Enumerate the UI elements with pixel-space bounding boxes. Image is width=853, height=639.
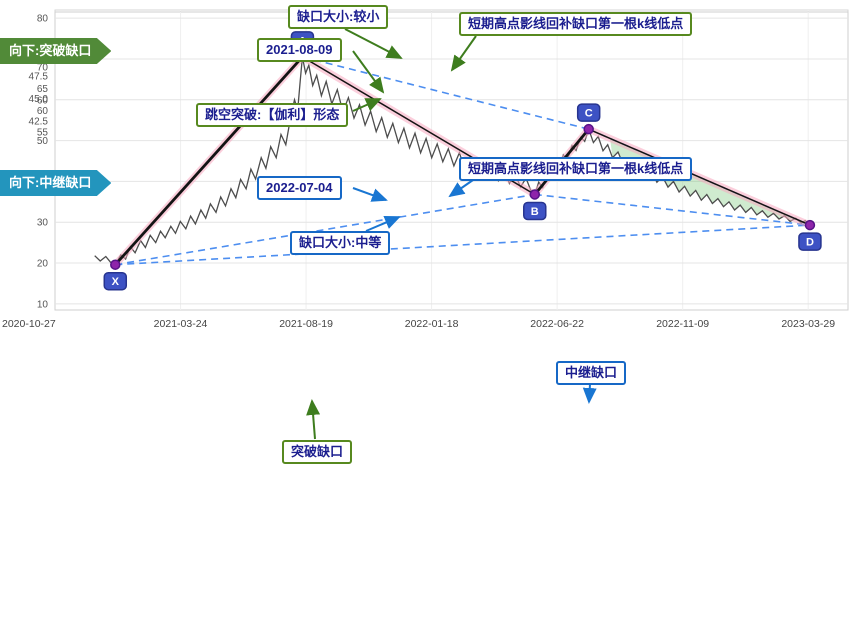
pivot-dot-X (110, 259, 121, 270)
panel1-banner-label: 向下:突破缺口 (9, 43, 92, 58)
plot-area (54, 11, 849, 311)
dashed-line-XD (115, 224, 810, 266)
pivot-letter-X: X (112, 276, 120, 288)
pivot-dot-D (804, 219, 816, 231)
pivot-label-C (576, 103, 601, 122)
y-tick-label: 20 (37, 259, 49, 270)
annotation-breakout-pattern: 跳空突破:【伽利】形态 (196, 103, 349, 127)
x-tick-label: 2023-03-29 (781, 318, 835, 330)
annotation-breakout-gap: 突破缺口 (282, 440, 353, 464)
annotation-refill-note-middle: 短期高点影线回补缺口第一根k线低点 (459, 157, 693, 181)
y-tick-label: 45.0 (29, 94, 49, 105)
x-tick-label: 2022-06-22 (530, 318, 584, 330)
pivot-label-X (103, 271, 128, 291)
y-tick-label: 60 (37, 106, 49, 117)
annotation-arrow (306, 399, 321, 440)
annotation-arrow (582, 383, 597, 404)
x-tick-label: 2020-10-27 (2, 318, 56, 330)
y-tick-label: 47.5 (29, 72, 49, 83)
pivot-label-D (798, 232, 822, 251)
price-line (94, 56, 811, 266)
y-tick-label: 55 (37, 128, 49, 139)
trend-line-CD (588, 128, 811, 226)
x-tick-label: 2021-03-24 (154, 318, 208, 330)
x-tick-label: 2021-08-19 (279, 318, 333, 330)
y-tick-label: 80 (37, 14, 49, 25)
annotation-gap-size-small: 缺口大小:较小 (288, 5, 389, 29)
dashed-line-BD (534, 193, 811, 226)
panel2-banner-label: 向下:中继缺口 (9, 175, 92, 190)
y-tick-label: 10 (37, 299, 49, 310)
panel3-xabcd-line-chart: 80706050403020102020-10-272021-03-242021… (2, 11, 849, 330)
pivot-letter-D: D (806, 237, 814, 249)
y-tick-label: 50 (37, 136, 49, 147)
y-tick-label: 30 (37, 218, 49, 229)
pivot-letter-B: B (531, 206, 539, 218)
panel1-direction-banner: 向下:突破缺口 (0, 38, 112, 64)
pivot-dot-B (529, 189, 541, 200)
y-tick-label: 65 (37, 84, 49, 95)
dashed-line-AC (302, 56, 589, 130)
panel2-direction-banner: 向下:中继缺口 (0, 170, 112, 196)
y-tick-label: 70 (37, 62, 49, 73)
trend-line-XA (114, 55, 304, 266)
annotation-refill-note-top: 短期高点影线回补缺口第一根k线低点 (459, 12, 693, 36)
y-tick-label: 60 (37, 95, 49, 106)
x-tick-label: 2022-11-09 (656, 318, 709, 330)
pivot-dot-C (583, 123, 594, 135)
annotation-gap-date-2021: 2021-08-09 (257, 38, 342, 62)
annotation-gap-date-2022: 2022-07-04 (257, 176, 342, 200)
pivot-letter-C: C (585, 108, 593, 120)
pivot-label-B (523, 201, 547, 221)
annotation-gap-size-medium: 缺口大小:中等 (290, 231, 391, 255)
y-tick-label: 42.5 (29, 117, 49, 128)
annotation-relay-gap: 中继缺口 (556, 361, 627, 385)
dashed-line-XB (115, 193, 535, 266)
x-tick-label: 2022-01-18 (405, 318, 459, 330)
